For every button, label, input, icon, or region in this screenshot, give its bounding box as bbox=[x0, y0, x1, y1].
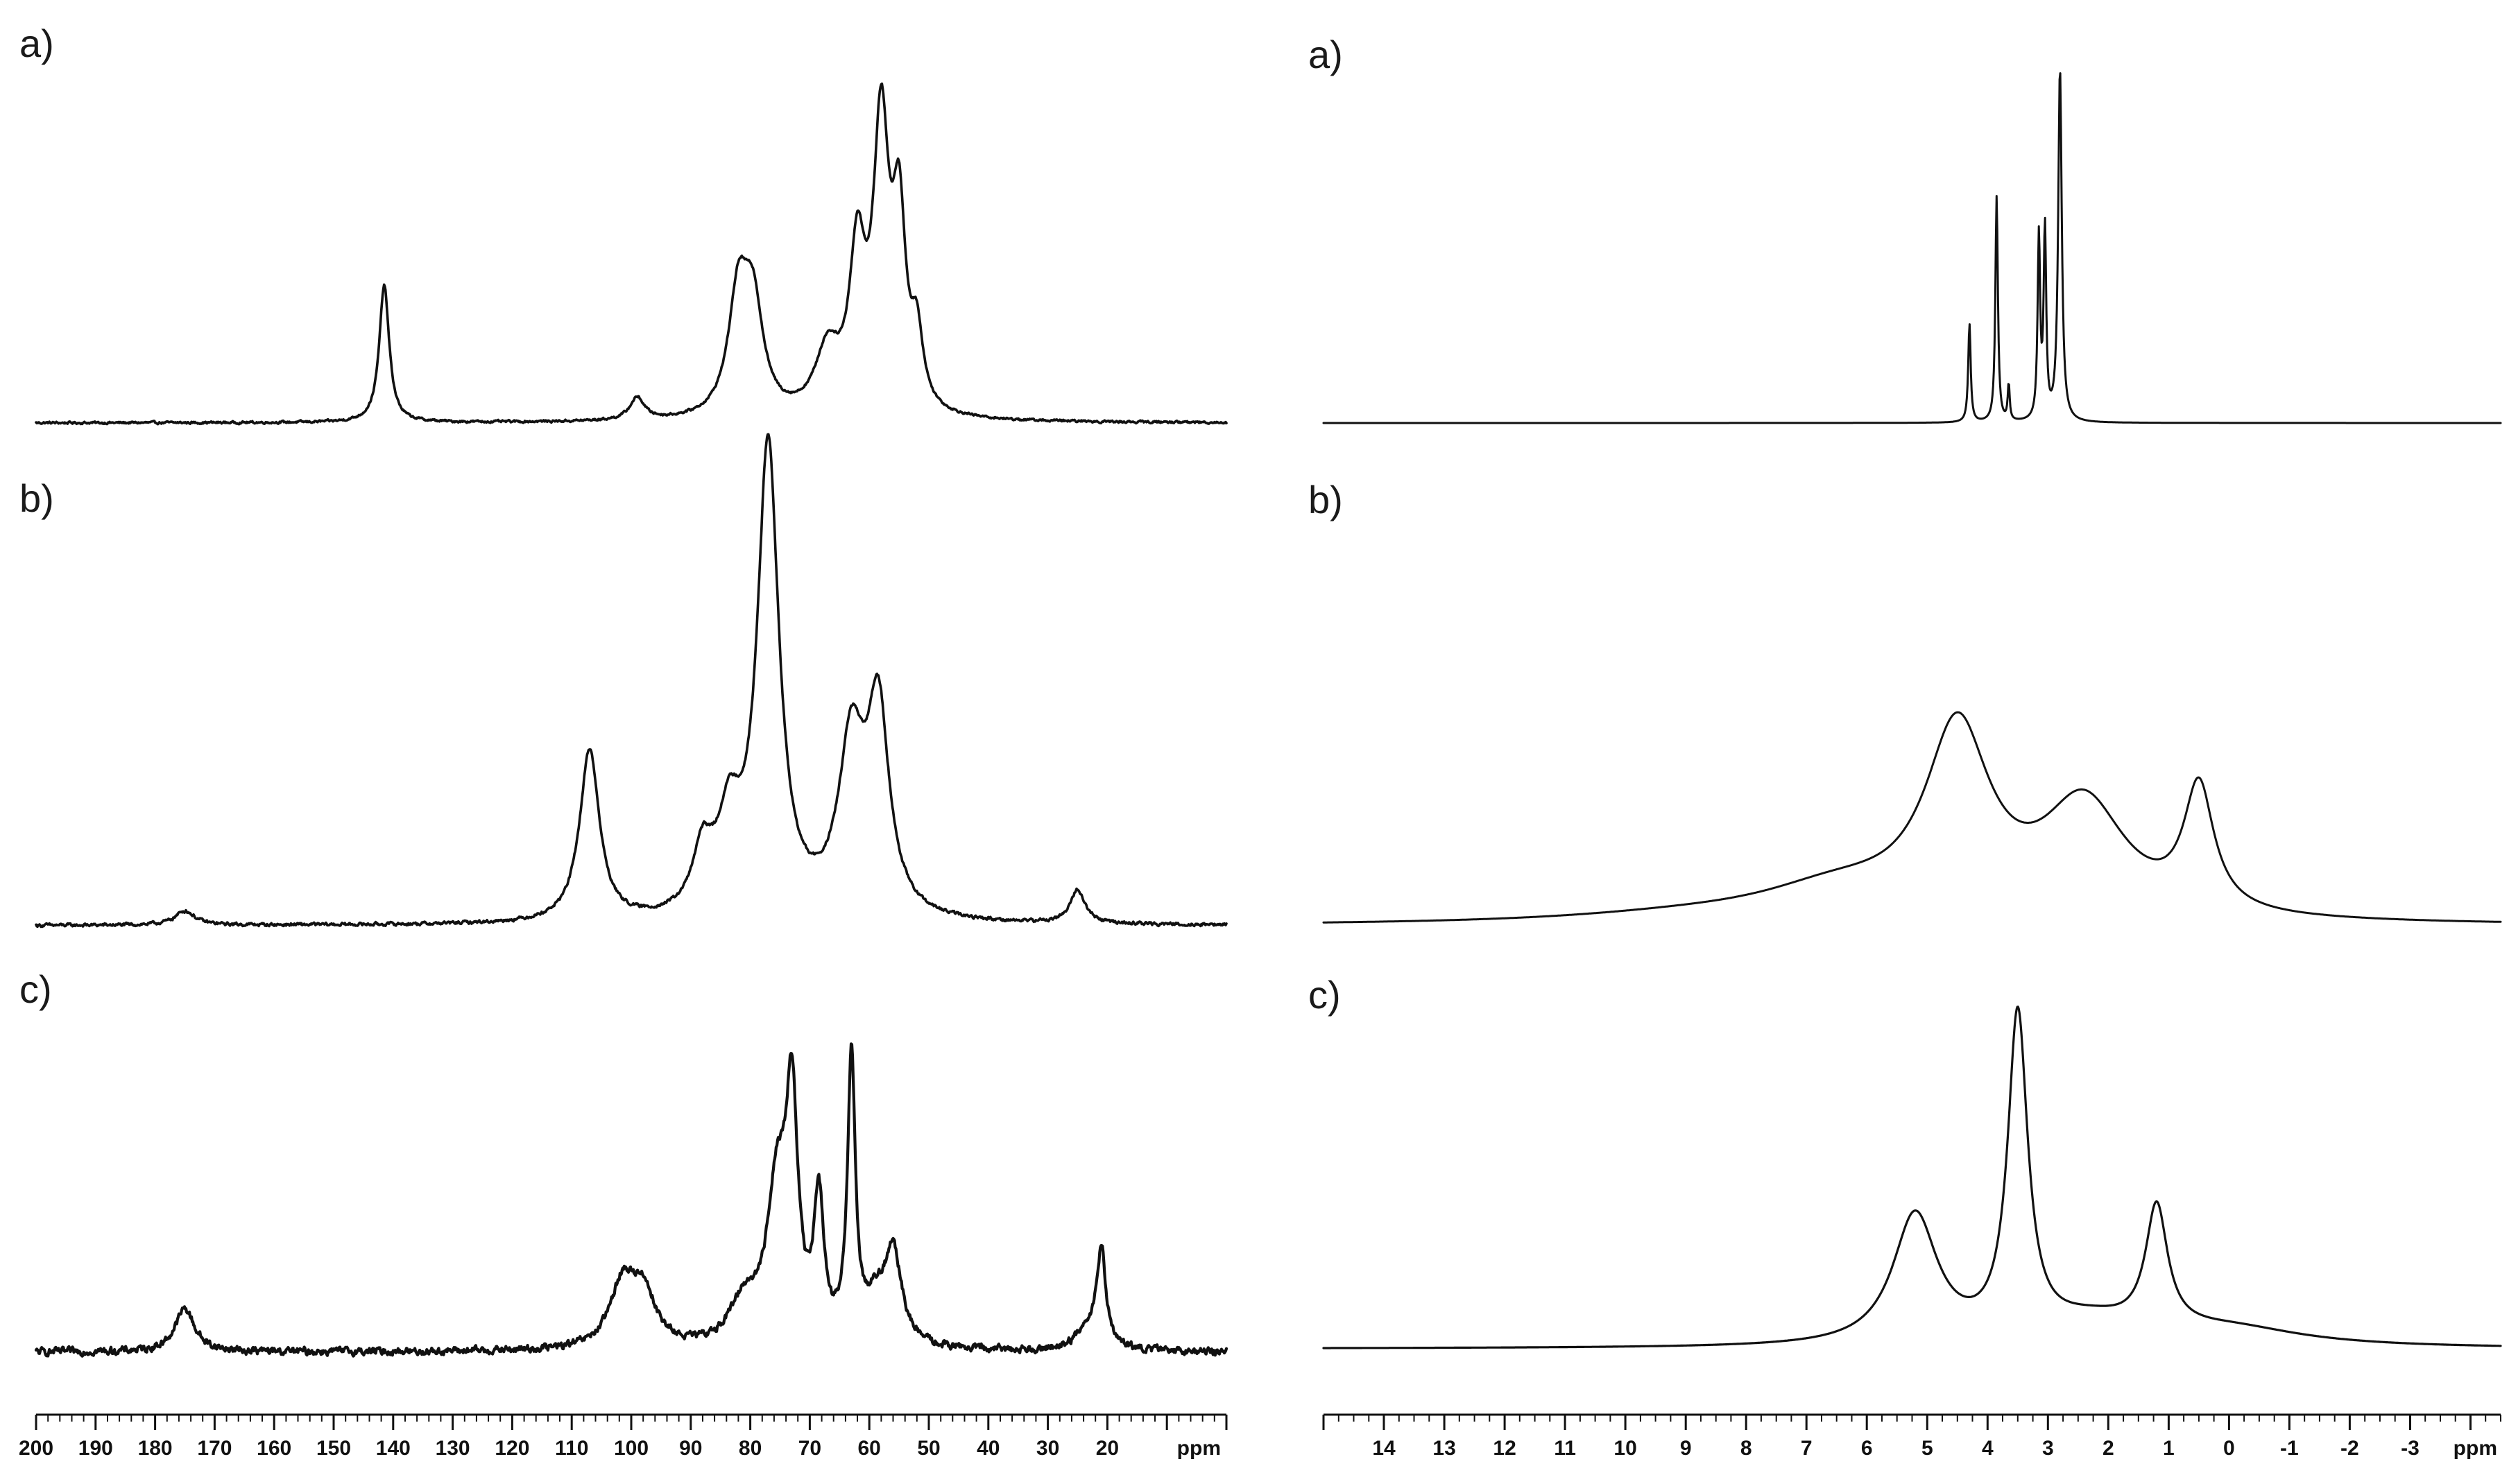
left-tick-label: 140 bbox=[376, 1437, 411, 1460]
left-tick-label: 130 bbox=[436, 1437, 470, 1460]
right-tick-label: -1 bbox=[2280, 1437, 2299, 1460]
spectrum-line-right-a bbox=[1322, 72, 2502, 424]
left-tick-label: 110 bbox=[555, 1437, 588, 1460]
left-tick-label: 170 bbox=[197, 1437, 232, 1460]
right-tick-label: 1 bbox=[2163, 1437, 2175, 1460]
left-tick-label: 190 bbox=[78, 1437, 113, 1460]
panel-label-left-c: c) bbox=[19, 967, 52, 1011]
left-tick-label: 180 bbox=[138, 1437, 173, 1460]
right-tick-label: 10 bbox=[1613, 1437, 1636, 1460]
right-column: a) b) c) 14 13 12 11 10 9 8 7 6 5 4 3 2 1 0 -1 -2 -3 ppm bbox=[1308, 33, 2502, 1460]
left-tick-label: 200 bbox=[19, 1437, 53, 1460]
spectrum-line-left-b bbox=[35, 433, 1228, 929]
left-ppm-axis: 200 190 180 170 160 150 140 130 120 110 100 90 80 70 6… bbox=[19, 1413, 1228, 1460]
right-tick-label: 7 bbox=[1801, 1437, 1813, 1460]
spectrum-line-left-c bbox=[34, 1042, 1228, 1358]
right-tick-label: 3 bbox=[2042, 1437, 2054, 1460]
left-tick-label: 90 bbox=[679, 1437, 702, 1460]
right-tick-label: 2 bbox=[2103, 1437, 2114, 1460]
right-tick-label: 0 bbox=[2223, 1437, 2235, 1460]
right-tick-label: 14 bbox=[1372, 1437, 1396, 1460]
right-spectra bbox=[1322, 72, 2502, 1349]
panel-label-left-a: a) bbox=[19, 21, 54, 65]
left-tick-label: 60 bbox=[858, 1437, 881, 1460]
left-tick-label: 30 bbox=[1036, 1437, 1059, 1460]
right-tick-label: 11 bbox=[1554, 1437, 1576, 1460]
right-tick-label: 9 bbox=[1680, 1437, 1692, 1460]
panel-label-left-b: b) bbox=[19, 476, 54, 520]
left-column: a) b) c) 200 190 180 170 160 150 140 130 120 110 1… bbox=[19, 21, 1228, 1460]
left-tick-label: 100 bbox=[614, 1437, 649, 1460]
right-tick-label: 4 bbox=[1982, 1437, 1994, 1460]
spectrum-line-right-b bbox=[1322, 711, 2502, 924]
left-tick-label: 150 bbox=[316, 1437, 351, 1460]
spectrum-line-left-a bbox=[35, 83, 1228, 426]
panel-label-right-a: a) bbox=[1308, 33, 1343, 76]
right-ppm-axis: 14 13 12 11 10 9 8 7 6 5 4 3 2 1 0 -1 -2 -3 ppm bbox=[1322, 1413, 2501, 1460]
left-tick-label: 20 bbox=[1096, 1437, 1119, 1460]
right-tick-label: 13 bbox=[1432, 1437, 1455, 1460]
right-tick-label: 12 bbox=[1493, 1437, 1516, 1460]
left-tick-label: 70 bbox=[798, 1437, 821, 1460]
left-tick-label: 120 bbox=[495, 1437, 529, 1460]
right-tick-label: 6 bbox=[1861, 1437, 1873, 1460]
spectrum-line-right-c bbox=[1322, 1006, 2502, 1349]
left-tick-label: 50 bbox=[917, 1437, 940, 1460]
left-axis-unit-label: ppm bbox=[1177, 1437, 1221, 1460]
right-tick-label: -3 bbox=[2401, 1437, 2420, 1460]
left-tick-label: 160 bbox=[257, 1437, 291, 1460]
left-spectra bbox=[34, 83, 1228, 1358]
right-tick-label: 8 bbox=[1740, 1437, 1752, 1460]
right-tick-label: 5 bbox=[1921, 1437, 1933, 1460]
panel-label-right-c: c) bbox=[1308, 973, 1341, 1017]
right-tick-label: -2 bbox=[2340, 1437, 2359, 1460]
left-tick-label: 80 bbox=[739, 1437, 762, 1460]
panel-label-right-b: b) bbox=[1308, 478, 1343, 521]
right-axis-unit-label: ppm bbox=[2454, 1437, 2497, 1460]
left-tick-label: 40 bbox=[977, 1437, 1000, 1460]
